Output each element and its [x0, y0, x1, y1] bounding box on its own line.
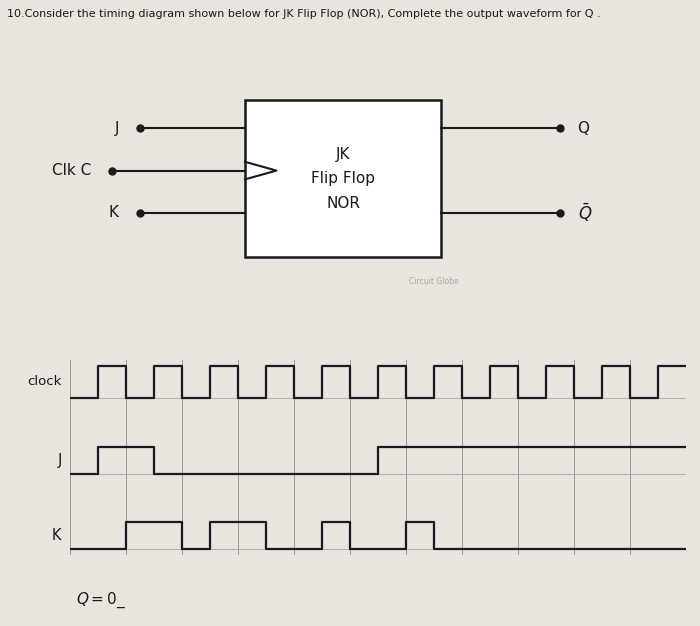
Text: J: J: [115, 121, 119, 136]
Text: Clk C: Clk C: [52, 163, 91, 178]
Text: J: J: [57, 453, 62, 468]
Text: Q: Q: [578, 121, 589, 136]
Text: $\bar{Q}$: $\bar{Q}$: [578, 202, 592, 224]
Text: 10.Consider the timing diagram shown below for JK Flip Flop (NOR), Complete the : 10.Consider the timing diagram shown bel…: [7, 9, 601, 19]
Text: $Q=0\_$: $Q=0\_$: [76, 590, 126, 610]
Bar: [245, 100, 441, 257]
Text: clock: clock: [27, 376, 62, 389]
Text: JK: JK: [336, 148, 350, 162]
Text: NOR: NOR: [326, 196, 360, 211]
Text: Circuit Globe: Circuit Globe: [410, 277, 459, 286]
Text: K: K: [109, 205, 119, 220]
Text: K: K: [52, 528, 62, 543]
Text: Flip Flop: Flip Flop: [311, 171, 375, 186]
